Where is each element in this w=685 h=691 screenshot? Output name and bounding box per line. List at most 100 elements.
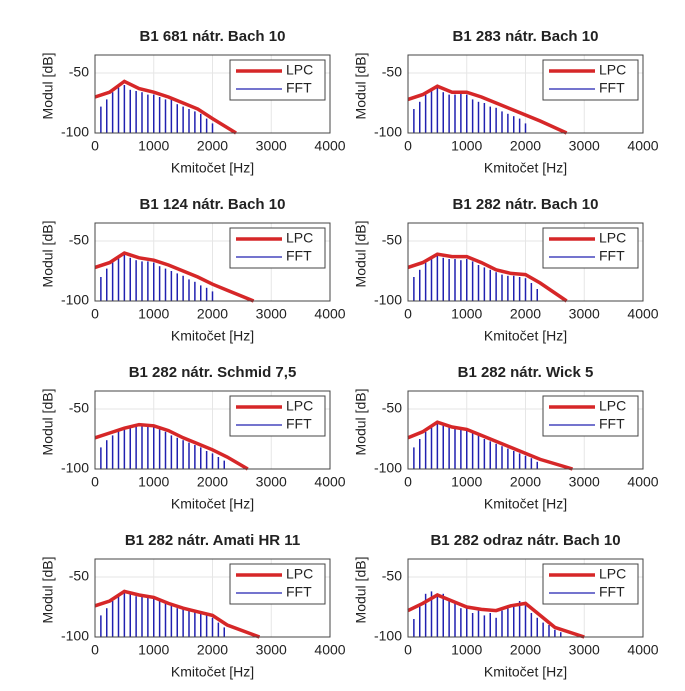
legend-label: FFT (286, 80, 312, 96)
x-axis-label: Kmitočet [Hz] (484, 664, 567, 680)
y-axis-label: Modul [dB] (40, 221, 56, 288)
y-axis-label: Modul [dB] (353, 221, 369, 288)
x-tick-label: 2000 (510, 306, 541, 322)
plot-frame (407, 558, 644, 638)
legend-label: LPC (286, 398, 313, 414)
chart-title: B1 124 nátr. Bach 10 (140, 196, 286, 213)
x-tick-label: 1000 (138, 306, 169, 322)
x-tick-label: 4000 (314, 306, 345, 322)
legend-label: FFT (599, 80, 625, 96)
x-axis-label: Kmitočet [Hz] (484, 496, 567, 512)
x-tick-label: 3000 (569, 306, 600, 322)
chart-title: B1 282 odraz nátr. Bach 10 (430, 532, 620, 549)
x-tick-label: 2000 (510, 642, 541, 658)
lpc-line (407, 420, 573, 471)
y-tick-label: -100 (61, 460, 89, 476)
x-tick-label: 2000 (197, 306, 228, 322)
y-tick-label: -50 (382, 64, 402, 80)
legend-box (229, 227, 326, 269)
x-tick-label: 0 (404, 306, 412, 322)
legend-label: LPC (599, 62, 626, 78)
plot-frame (94, 390, 331, 470)
y-tick-label: -100 (374, 460, 402, 476)
x-tick-label: 3000 (256, 642, 287, 658)
x-tick-label: 3000 (569, 474, 600, 490)
y-axis-label: Modul [dB] (353, 389, 369, 456)
x-tick-label: 2000 (510, 138, 541, 154)
x-tick-label: 1000 (138, 474, 169, 490)
legend-label: FFT (286, 248, 312, 264)
x-axis-label: Kmitočet [Hz] (484, 328, 567, 344)
x-tick-label: 4000 (627, 306, 658, 322)
x-tick-label: 1000 (138, 138, 169, 154)
x-tick-label: 1000 (451, 642, 482, 658)
legend-box (542, 563, 639, 605)
y-axis-label: Modul [dB] (40, 53, 56, 120)
x-tick-label: 2000 (510, 474, 541, 490)
x-tick-label: 0 (91, 474, 99, 490)
chart-title: B1 282 nátr. Bach 10 (453, 196, 599, 213)
x-axis-label: Kmitočet [Hz] (171, 160, 254, 176)
x-tick-label: 3000 (256, 306, 287, 322)
x-tick-label: 2000 (197, 642, 228, 658)
x-tick-label: 4000 (627, 474, 658, 490)
chart-title: B1 282 nátr. Amati HR 11 (125, 532, 300, 549)
legend-box (229, 395, 326, 437)
legend-label: LPC (599, 398, 626, 414)
legend-label: LPC (286, 230, 313, 246)
x-tick-label: 4000 (314, 474, 345, 490)
y-tick-label: -100 (61, 628, 89, 644)
legend-box (542, 59, 639, 101)
y-tick-label: -50 (382, 232, 402, 248)
plot-frame (407, 54, 644, 134)
x-axis-label: Kmitočet [Hz] (171, 664, 254, 680)
legend-label: LPC (599, 566, 626, 582)
y-axis-label: Modul [dB] (40, 389, 56, 456)
y-tick-label: -50 (69, 64, 89, 80)
y-tick-label: -100 (374, 124, 402, 140)
x-axis-label: Kmitočet [Hz] (171, 496, 254, 512)
y-axis-label: Modul [dB] (353, 557, 369, 624)
y-axis-label: Modul [dB] (40, 557, 56, 624)
y-tick-label: -50 (69, 568, 89, 584)
x-tick-label: 0 (91, 138, 99, 154)
lpc-line (407, 593, 585, 639)
plot-frame (407, 390, 644, 470)
x-tick-label: 3000 (256, 474, 287, 490)
legend-label: FFT (286, 416, 312, 432)
x-tick-label: 2000 (197, 138, 228, 154)
y-tick-label: -50 (382, 400, 402, 416)
x-tick-label: 1000 (451, 138, 482, 154)
x-tick-label: 0 (404, 642, 412, 658)
x-tick-label: 1000 (451, 474, 482, 490)
plot-frame (94, 222, 331, 302)
lpc-line (407, 84, 568, 135)
lpc-line (94, 589, 261, 639)
legend-label: FFT (599, 248, 625, 264)
x-axis-label: Kmitočet [Hz] (484, 160, 567, 176)
legend-label: LPC (286, 566, 313, 582)
y-tick-label: -50 (382, 568, 402, 584)
x-tick-label: 0 (404, 138, 412, 154)
lpc-line (407, 252, 568, 303)
chart-title: B1 283 nátr. Bach 10 (453, 28, 599, 45)
y-tick-label: -100 (61, 124, 89, 140)
chart-title: B1 282 nátr. Wick 5 (458, 364, 594, 381)
plot-frame (94, 54, 331, 134)
legend-label: FFT (599, 416, 625, 432)
legend-label: LPC (286, 62, 313, 78)
legend-box (229, 563, 326, 605)
y-tick-label: -50 (69, 400, 89, 416)
x-tick-label: 4000 (627, 138, 658, 154)
x-tick-label: 1000 (138, 642, 169, 658)
y-tick-label: -100 (374, 292, 402, 308)
x-tick-label: 0 (404, 474, 412, 490)
lpc-line (94, 422, 249, 471)
x-tick-label: 4000 (314, 138, 345, 154)
lpc-line (94, 251, 255, 303)
legend-box (229, 59, 326, 101)
legend-label: LPC (599, 230, 626, 246)
y-tick-label: -50 (69, 232, 89, 248)
legend-label: FFT (599, 584, 625, 600)
